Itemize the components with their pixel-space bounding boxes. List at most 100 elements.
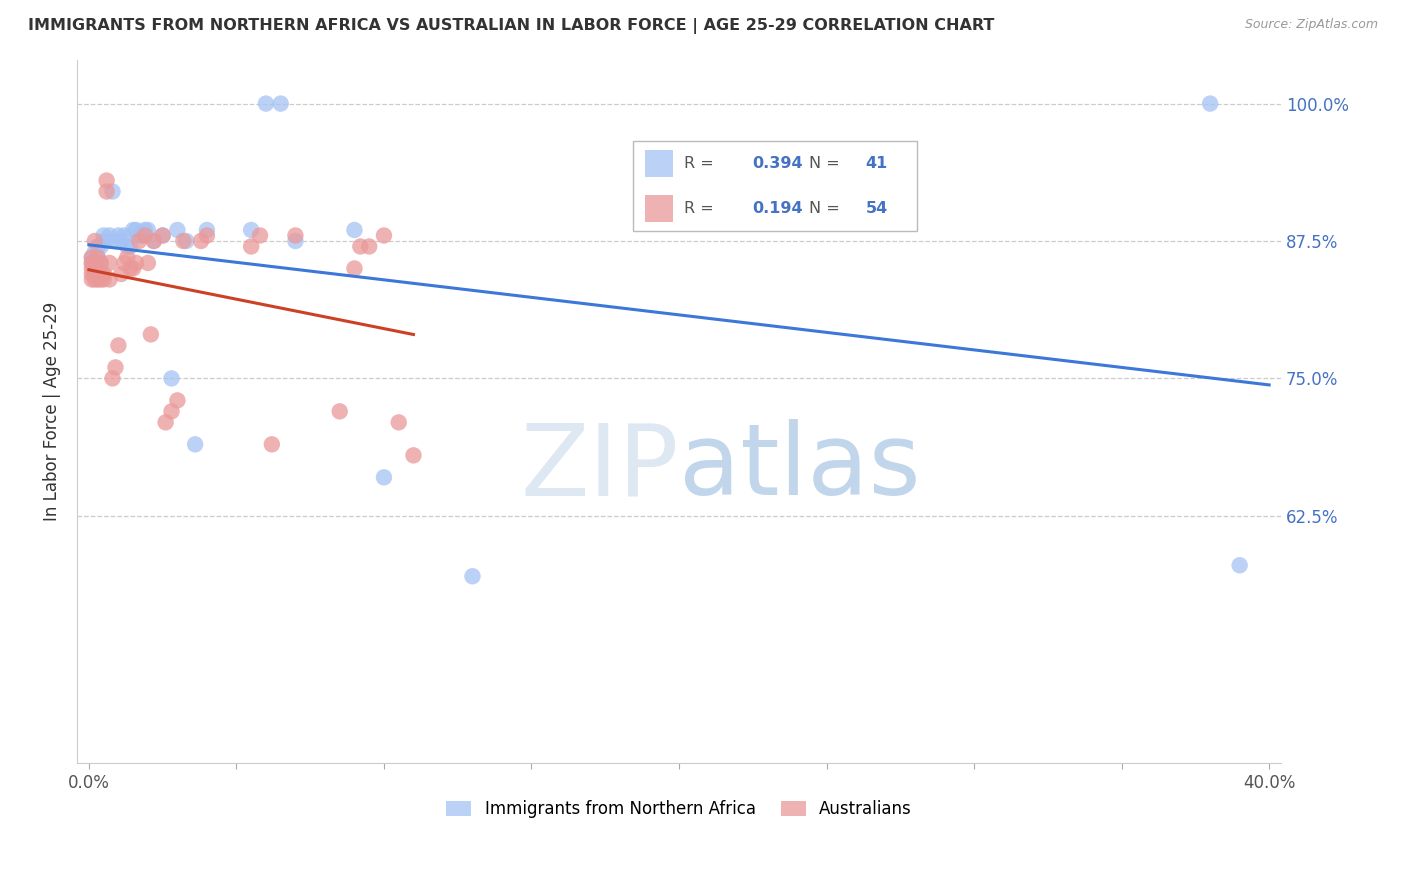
Point [270, 96, 292, 111]
Point [96, 185, 118, 199]
Point [128, 228, 150, 243]
Point [131, 228, 153, 243]
Point [160, 404, 183, 418]
Point [120, 261, 142, 276]
Point [90, 272, 112, 286]
FancyBboxPatch shape [633, 142, 917, 231]
Point [329, 404, 352, 418]
Point [90, 239, 112, 253]
Point [83, 256, 105, 270]
Point [93, 272, 115, 286]
Point [249, 228, 271, 243]
Point [128, 234, 150, 248]
Text: IMMIGRANTS FROM NORTHERN AFRICA VS AUSTRALIAN IN LABOR FORCE | AGE 25-29 CORRELA: IMMIGRANTS FROM NORTHERN AFRICA VS AUSTR… [28, 18, 994, 34]
Point [120, 239, 142, 253]
Point [93, 267, 115, 281]
Point [136, 256, 159, 270]
Point [1199, 96, 1222, 111]
Point [87, 267, 110, 281]
Point [98, 228, 121, 243]
Point [87, 272, 110, 286]
Point [152, 228, 174, 243]
Point [98, 256, 121, 270]
Point [125, 223, 148, 237]
Point [107, 338, 129, 352]
Point [101, 371, 124, 385]
Point [87, 251, 110, 265]
Text: 54: 54 [866, 201, 889, 216]
Point [254, 96, 277, 111]
Point [240, 239, 263, 253]
Point [87, 251, 110, 265]
Text: 0.194: 0.194 [752, 201, 803, 216]
Point [125, 256, 148, 270]
Point [343, 261, 366, 276]
Point [104, 360, 127, 375]
Point [83, 272, 105, 286]
Bar [645, 195, 673, 222]
Point [93, 234, 115, 248]
Text: R =: R = [685, 201, 720, 216]
Point [122, 261, 145, 276]
Point [152, 228, 174, 243]
Point [284, 234, 307, 248]
Point [359, 239, 381, 253]
Point [260, 437, 283, 451]
Point [107, 228, 129, 243]
Point [134, 223, 156, 237]
Point [80, 261, 103, 276]
Point [117, 251, 139, 265]
Text: N =: N = [808, 201, 845, 216]
Point [112, 228, 135, 243]
Point [373, 470, 395, 484]
Point [142, 234, 165, 248]
Point [195, 228, 218, 243]
Y-axis label: In Labor Force | Age 25-29: In Labor Force | Age 25-29 [44, 301, 60, 521]
Point [343, 223, 366, 237]
Point [155, 415, 177, 429]
Point [83, 261, 105, 276]
Point [117, 239, 139, 253]
Point [80, 251, 103, 265]
Point [142, 234, 165, 248]
Point [112, 256, 135, 270]
Point [87, 239, 110, 253]
Point [349, 239, 371, 253]
Point [388, 415, 411, 429]
Point [110, 267, 132, 281]
Point [83, 267, 105, 281]
Text: R =: R = [685, 156, 720, 171]
Text: atlas: atlas [679, 419, 921, 516]
Point [80, 267, 103, 281]
Text: Source: ZipAtlas.com: Source: ZipAtlas.com [1244, 18, 1378, 31]
Point [90, 256, 112, 270]
Point [139, 327, 162, 342]
Point [184, 437, 207, 451]
Point [172, 234, 194, 248]
Point [190, 234, 212, 248]
Point [166, 223, 188, 237]
Point [195, 223, 218, 237]
Point [373, 228, 395, 243]
Point [110, 234, 132, 248]
Point [134, 228, 156, 243]
Bar [645, 151, 673, 178]
Point [122, 223, 145, 237]
Point [402, 448, 425, 462]
Point [461, 569, 484, 583]
Text: 0.394: 0.394 [752, 156, 803, 171]
Point [96, 173, 118, 187]
Point [101, 185, 124, 199]
Point [1229, 558, 1251, 573]
Point [93, 228, 115, 243]
Point [240, 223, 263, 237]
Point [284, 228, 307, 243]
Text: 41: 41 [866, 156, 889, 171]
Point [90, 267, 112, 281]
Text: ZIP: ZIP [520, 419, 679, 516]
Point [80, 256, 103, 270]
Point [98, 272, 121, 286]
Text: N =: N = [808, 156, 845, 171]
Point [80, 251, 103, 265]
Point [166, 393, 188, 408]
